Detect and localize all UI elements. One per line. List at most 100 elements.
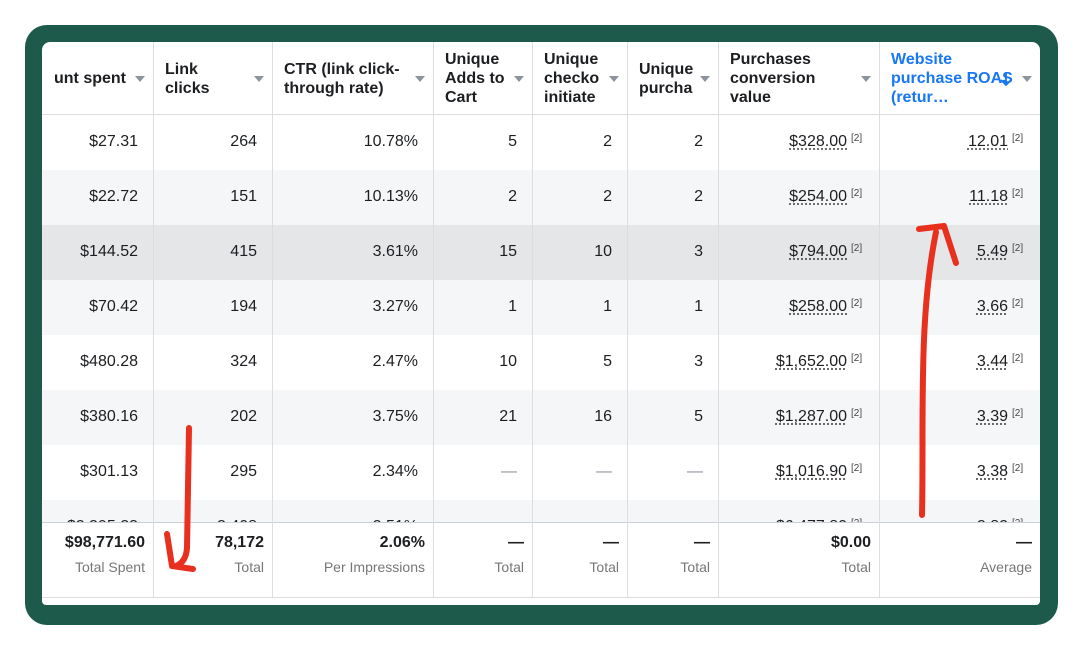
footer-value: — [508, 534, 524, 551]
link-value[interactable]: 3.39 [976, 408, 1008, 425]
cell: 415 [230, 243, 257, 260]
cell: $70.42 [89, 298, 138, 315]
cell: 2,408 [153, 518, 257, 522]
cell: 2 [694, 188, 703, 205]
cell: 10 [499, 353, 517, 370]
link-value[interactable]: 3.38 [976, 463, 1008, 480]
cell: — [501, 463, 517, 480]
column-header[interactable]: Website purchase ROAS (retur… [891, 51, 1013, 106]
footnote: [2] [1012, 133, 1024, 144]
cell: 15 [499, 243, 517, 260]
cell: — [596, 463, 612, 480]
footer-label: Total Spent [74, 559, 145, 575]
footnote: [2] [851, 353, 863, 364]
table-header: unt spent Link clicks CTR (link click-thro… [42, 42, 1040, 115]
cell: 1 [603, 298, 612, 315]
cell: — [687, 463, 703, 480]
link-value[interactable]: $254.00 [789, 188, 847, 205]
link-value[interactable]: 3.44 [976, 353, 1008, 370]
column-divider [627, 42, 628, 598]
cell: 194 [230, 298, 257, 315]
link-value[interactable]: $258.00 [789, 298, 847, 315]
cell: — [627, 518, 703, 522]
cell: 21 [499, 408, 517, 425]
cell: 2 [603, 188, 612, 205]
sort-caret[interactable] [254, 76, 264, 82]
sort-caret[interactable] [1022, 76, 1032, 82]
footer-label: Total [494, 559, 524, 575]
footnote: [2] [851, 408, 863, 419]
cell: 2.34% [372, 463, 418, 480]
cell: 16 [594, 408, 612, 425]
footer-value: 78,172 [215, 534, 264, 551]
cell: $2,295.23 [42, 518, 138, 522]
link-value[interactable]: $1,016.90 [775, 463, 847, 480]
table-row[interactable] [42, 390, 1040, 445]
cell: 295 [230, 463, 257, 480]
cell: 10 [594, 243, 612, 260]
footnote: [2] [1012, 463, 1024, 474]
link-value[interactable]: $6,477.80 [718, 518, 847, 522]
footnote: [2] [851, 243, 863, 254]
cell: 3.27% [372, 298, 418, 315]
cell: — [532, 518, 612, 522]
footer-label: Average [980, 559, 1032, 575]
cell: 5 [603, 353, 612, 370]
column-divider [879, 42, 880, 598]
link-value[interactable]: 2.82 [879, 518, 1008, 522]
table-row[interactable] [42, 280, 1040, 335]
table-row[interactable] [42, 115, 1040, 170]
table-row[interactable] [42, 225, 1040, 280]
cell: — [433, 518, 517, 522]
column-header[interactable]: Unique Adds to Cart [445, 51, 505, 106]
sort-caret[interactable] [135, 76, 145, 82]
sort-caret[interactable] [415, 76, 425, 82]
link-value[interactable]: 3.66 [976, 298, 1008, 315]
cell: 10.78% [363, 133, 418, 150]
column-header[interactable]: CTR (link click-through rate) [284, 60, 400, 97]
table-row[interactable] [42, 335, 1040, 390]
cell: 202 [230, 408, 257, 425]
footer-label: Total [589, 559, 619, 575]
table-row[interactable] [42, 500, 1040, 522]
sort-caret[interactable] [861, 76, 871, 82]
link-value[interactable]: $328.00 [789, 133, 847, 150]
link-value[interactable]: 12.01 [967, 133, 1008, 150]
cell: 5 [508, 133, 517, 150]
link-value[interactable]: $1,652.00 [775, 353, 847, 370]
footnote: [2] [851, 133, 863, 144]
cell: 264 [230, 133, 257, 150]
column-divider [272, 42, 273, 598]
column-divider [433, 42, 434, 598]
link-value[interactable]: 11.18 [969, 188, 1008, 205]
footer-label: Total [841, 559, 871, 575]
column-header[interactable]: Purchases conversion value [730, 51, 816, 106]
table-body: $27.31 264 10.78% 5 2 2 $328.00 [2] 12.01 [2] $22.… [42, 115, 1040, 522]
footer-value: — [603, 534, 619, 551]
footnote: [2] [1012, 188, 1024, 199]
column-divider [532, 42, 533, 598]
column-header[interactable]: Unique purcha [639, 60, 694, 97]
cell: 1 [508, 298, 517, 315]
table-row[interactable] [42, 445, 1040, 500]
sort-caret[interactable] [514, 76, 524, 82]
table-row[interactable] [42, 170, 1040, 225]
column-header[interactable]: unt spent [54, 70, 126, 87]
table-panel: unt spent Link clicks CTR (link click-thro… [42, 42, 1040, 605]
sort-caret[interactable] [700, 76, 710, 82]
cell: $380.16 [80, 408, 138, 425]
link-value[interactable]: 5.49 [976, 243, 1008, 260]
footnote: [2] [851, 463, 863, 474]
column-header[interactable]: Unique checko initiate [544, 51, 600, 106]
cell: 2 [694, 133, 703, 150]
cell: 1 [694, 298, 703, 315]
link-value[interactable]: $794.00 [789, 243, 847, 260]
link-value[interactable]: $1,287.00 [775, 408, 847, 425]
footnote: [2] [851, 188, 863, 199]
footer-label: Per Impressions [323, 559, 425, 575]
sort-caret[interactable] [609, 76, 619, 82]
column-header[interactable]: Link clicks [165, 60, 210, 97]
cell: $480.28 [80, 353, 138, 370]
cell: 3 [694, 353, 703, 370]
cell: $301.13 [80, 463, 138, 480]
